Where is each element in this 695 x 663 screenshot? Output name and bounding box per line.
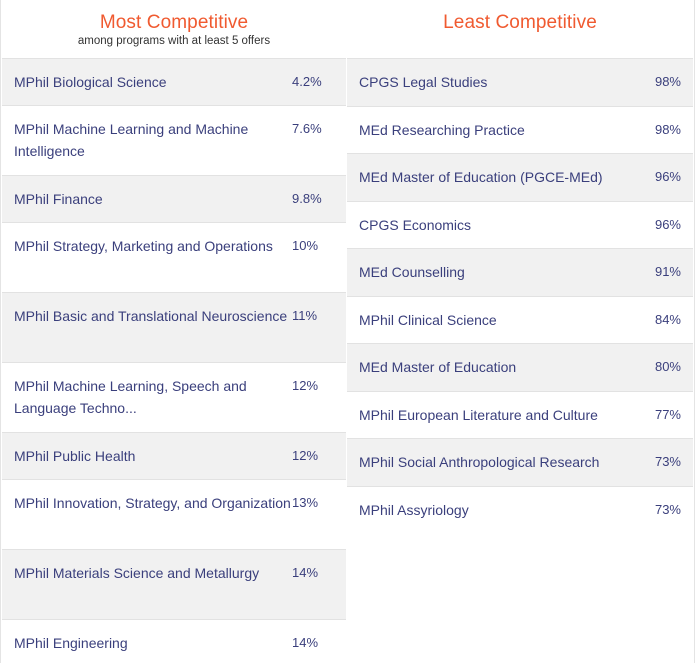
table-row[interactable]: MPhil Finance 9.8% bbox=[2, 175, 346, 222]
table-row[interactable]: MPhil Strategy, Marketing and Operations… bbox=[2, 222, 346, 292]
table-row[interactable]: MPhil Engineering 14% bbox=[2, 619, 346, 663]
program-name[interactable]: MPhil Machine Learning, Speech and Langu… bbox=[14, 378, 247, 416]
offer-rate: 11% bbox=[292, 308, 318, 323]
offer-rate: 14% bbox=[292, 565, 319, 580]
program-name[interactable]: CPGS Economics bbox=[359, 216, 472, 233]
table-row[interactable]: MPhil Clinical Science 84% bbox=[347, 295, 693, 344]
program-name[interactable]: MEd Master of Education bbox=[359, 359, 517, 376]
offer-rate: 73% bbox=[654, 501, 681, 517]
least-competitive-header: Least Competitive bbox=[347, 0, 693, 58]
table-row[interactable]: MEd Master of Education (PGCE-MEd) 96% bbox=[347, 153, 693, 201]
table-row[interactable]: MEd Counselling 91% bbox=[347, 248, 693, 296]
program-name[interactable]: MPhil Public Health bbox=[14, 448, 136, 464]
program-name[interactable]: MPhil Assyriology bbox=[359, 501, 469, 518]
most-competitive-list: MPhil Biological Science 4.2% MPhil Machin… bbox=[2, 58, 346, 663]
program-name[interactable]: MPhil Materials Science and Metallurgy bbox=[14, 565, 260, 581]
offer-rate: 9.8% bbox=[292, 191, 322, 206]
table-row[interactable]: MPhil Innovation, Strategy, and Organiza… bbox=[2, 479, 346, 549]
offer-rate: 14% bbox=[292, 635, 319, 650]
table-row[interactable]: MPhil Social Anthropological Research 73% bbox=[347, 438, 693, 486]
offer-rate: 12% bbox=[292, 448, 319, 463]
program-name[interactable]: MPhil Innovation, Strategy, and Organiza… bbox=[14, 495, 291, 511]
offer-rate: 91% bbox=[654, 264, 681, 280]
program-name[interactable]: MPhil Machine Learning and Machine Intel… bbox=[14, 121, 249, 159]
program-name[interactable]: MEd Counselling bbox=[359, 264, 465, 281]
program-name[interactable]: MPhil European Literature and Culture bbox=[359, 406, 598, 423]
offer-rate: 10% bbox=[292, 238, 319, 253]
offer-rate: 98% bbox=[654, 74, 681, 90]
offer-rate: 80% bbox=[654, 359, 681, 375]
offer-rate: 12% bbox=[292, 378, 319, 393]
table-row[interactable]: MEd Master of Education 80% bbox=[347, 343, 693, 391]
program-name[interactable]: MPhil Engineering bbox=[14, 635, 128, 651]
offer-rate: 77% bbox=[654, 406, 681, 422]
most-competitive-header: Most Competitive among programs with at … bbox=[2, 0, 346, 58]
program-name[interactable]: MPhil Basic and Translational Neuroscien… bbox=[14, 308, 288, 324]
table-row[interactable]: CPGS Legal Studies 98% bbox=[347, 58, 693, 106]
program-name[interactable]: CPGS Legal Studies bbox=[359, 74, 488, 91]
most-competitive-column: Most Competitive among programs with at … bbox=[2, 0, 346, 663]
table-row[interactable]: MPhil Public Health 12% bbox=[2, 432, 346, 479]
table-row[interactable]: MPhil Assyriology 73% bbox=[347, 485, 693, 534]
table-row[interactable]: MPhil Basic and Translational Neuroscien… bbox=[2, 292, 346, 362]
offer-rate: 96% bbox=[654, 216, 681, 232]
program-name[interactable]: MPhil Social Anthropological Research bbox=[359, 454, 600, 471]
program-name[interactable]: MPhil Strategy, Marketing and Operations bbox=[14, 238, 273, 254]
offer-rate: 98% bbox=[654, 121, 681, 137]
offer-rate: 73% bbox=[654, 454, 681, 470]
program-name[interactable]: MEd Researching Practice bbox=[359, 121, 525, 138]
table-row[interactable]: MPhil Materials Science and Metallurgy 14… bbox=[2, 549, 346, 619]
most-competitive-title: Most Competitive bbox=[99, 12, 249, 33]
table-row[interactable]: MPhil Machine Learning and Machine Intel… bbox=[2, 105, 346, 175]
offer-rate: 4.2% bbox=[292, 74, 322, 89]
program-name[interactable]: MPhil Clinical Science bbox=[359, 311, 497, 328]
most-competitive-subtitle: among programs with at least 5 offers bbox=[77, 35, 271, 47]
program-name[interactable]: MEd Master of Education (PGCE-MEd) bbox=[359, 169, 603, 186]
table-row[interactable]: MPhil Biological Science 4.2% bbox=[2, 58, 346, 105]
offer-rate: 13% bbox=[292, 495, 319, 510]
program-name[interactable]: MPhil Biological Science bbox=[14, 74, 167, 90]
offer-rate: 96% bbox=[654, 169, 681, 185]
program-name[interactable]: MPhil Finance bbox=[14, 191, 103, 207]
offer-rate: 7.6% bbox=[292, 121, 322, 136]
table-row[interactable]: MEd Researching Practice 98% bbox=[347, 105, 693, 154]
offer-rate: 84% bbox=[654, 311, 681, 327]
least-competitive-title: Least Competitive bbox=[443, 12, 597, 33]
table-row[interactable]: CPGS Economics 96% bbox=[347, 200, 693, 249]
least-competitive-column: Least Competitive CPGS Legal Studies 98% M… bbox=[347, 0, 693, 533]
table-row[interactable]: MPhil Machine Learning, Speech and Langu… bbox=[2, 362, 346, 432]
table-row[interactable]: MPhil European Literature and Culture 77% bbox=[347, 390, 693, 439]
least-competitive-list: CPGS Legal Studies 98% MEd Researching Pra… bbox=[347, 58, 693, 533]
